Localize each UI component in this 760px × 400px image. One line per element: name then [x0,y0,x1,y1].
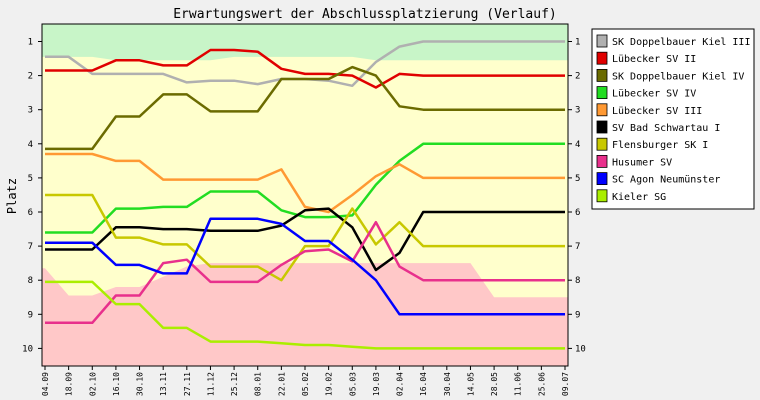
legend-label: SK Doppelbauer Kiel III [612,37,750,48]
x-tick-label: 13.11 [159,372,168,396]
legend: SK Doppelbauer Kiel III Lübecker SV II SK … [591,28,755,210]
series-line-2 [45,48,565,89]
x-tick-label: 25.12 [230,372,239,396]
x-tick-label: 27.11 [183,372,192,396]
y-tick-label-right: 2 [575,72,580,82]
x-tick-label: 02.10 [88,372,97,396]
series-line-8 [45,220,565,325]
legend-label: SK Doppelbauer Kiel IV [612,71,744,82]
x-tick-label: 18.09 [65,372,74,396]
series-line-5 [45,152,565,214]
series-line-6 [45,207,565,272]
y-tick-label: 1 [28,38,33,48]
legend-label: Husumer SV [612,157,672,168]
y-axis-label: Platz [5,178,19,214]
x-tick-label: 19.03 [372,372,381,396]
y-tick-label-right: 5 [575,174,580,184]
y-tick-label: 4 [28,140,33,150]
chart-title: Erwartungswert der Abschlussplatzierung … [173,7,557,22]
x-tick-label: 11.06 [514,372,523,396]
legend-swatch [596,172,608,186]
y-tick-label-right: 4 [575,140,580,150]
y-tick-label: 10 [22,344,33,354]
y-tick-label-right: 1 [575,38,580,48]
series-line-3 [45,65,565,151]
x-tick-label: 14.05 [466,372,475,396]
x-tick-label: 09.07 [561,372,570,396]
legend-swatch [596,120,608,134]
legend-swatch [596,154,608,168]
y-tick-label: 2 [28,72,33,82]
x-tick-label: 16.04 [419,372,428,396]
x-tick-label: 04.09 [41,372,50,396]
y-tick-label-right: 6 [575,208,580,218]
legend-label: Lübecker SV II [612,54,696,65]
x-tick-label: 30.10 [136,372,145,396]
y-tick-label: 8 [28,276,33,286]
y-tick-label-right: 3 [575,106,580,116]
legend-label: Lübecker SV III [612,106,702,117]
legend-swatch [596,137,608,151]
legend-label: Flensburger SK I [612,140,708,151]
x-tick-label: 30.04 [443,372,452,396]
x-tick-label: 08.01 [254,372,263,396]
x-tick-label: 05.02 [301,372,310,396]
legend-swatch [596,103,608,117]
legend-label: Lübecker SV IV [612,89,696,100]
y-tick-label-right: 8 [575,276,580,286]
y-tick-label: 3 [28,106,33,116]
x-tick-label: 22.01 [277,372,286,396]
legend-swatch [596,34,608,48]
x-tick-label: 16.10 [112,372,121,396]
series-layer [45,40,565,350]
x-tick-label: 19.02 [325,372,334,396]
y-axis-ticks: 1 1 2 2 3 3 4 4 5 5 6 6 7 7 8 8 9 9 10 10 [22,38,586,355]
series-line-4 [45,142,565,234]
y-tick-label-right: 7 [575,242,580,252]
legend-swatch [596,69,608,82]
y-tick-label: 7 [28,242,33,252]
x-tick-label: 25.06 [537,372,546,396]
x-tick-label: 05.03 [348,372,357,396]
series-line-7 [45,193,565,282]
x-tick-label: 11.12 [206,372,215,396]
x-axis-ticks: 04.09 18.09 02.10 16.10 30.10 13.11 27.11 11.12… [41,366,570,396]
relegation-band [42,263,568,366]
y-tick-label: 6 [28,208,33,218]
legend-swatch [596,189,608,203]
y-tick-label-right: 9 [575,310,580,320]
promotion-band [42,24,568,61]
y-tick-label: 5 [28,174,33,184]
y-tick-label: 9 [28,310,33,320]
legend-label: SV Bad Schwartau I [612,123,720,134]
legend-label: SC Agon Neumünster [612,175,720,186]
legend-box [591,28,755,210]
x-tick-label: 28.05 [490,372,499,396]
legend-label: Kieler SG [612,192,666,203]
background-bands [42,24,568,366]
legend-swatch [596,51,608,65]
legend-swatch [596,86,608,99]
y-tick-label-right: 10 [575,344,586,354]
x-tick-label: 02.04 [396,372,405,396]
series-line-9 [45,217,565,316]
series-line-10 [45,280,565,350]
